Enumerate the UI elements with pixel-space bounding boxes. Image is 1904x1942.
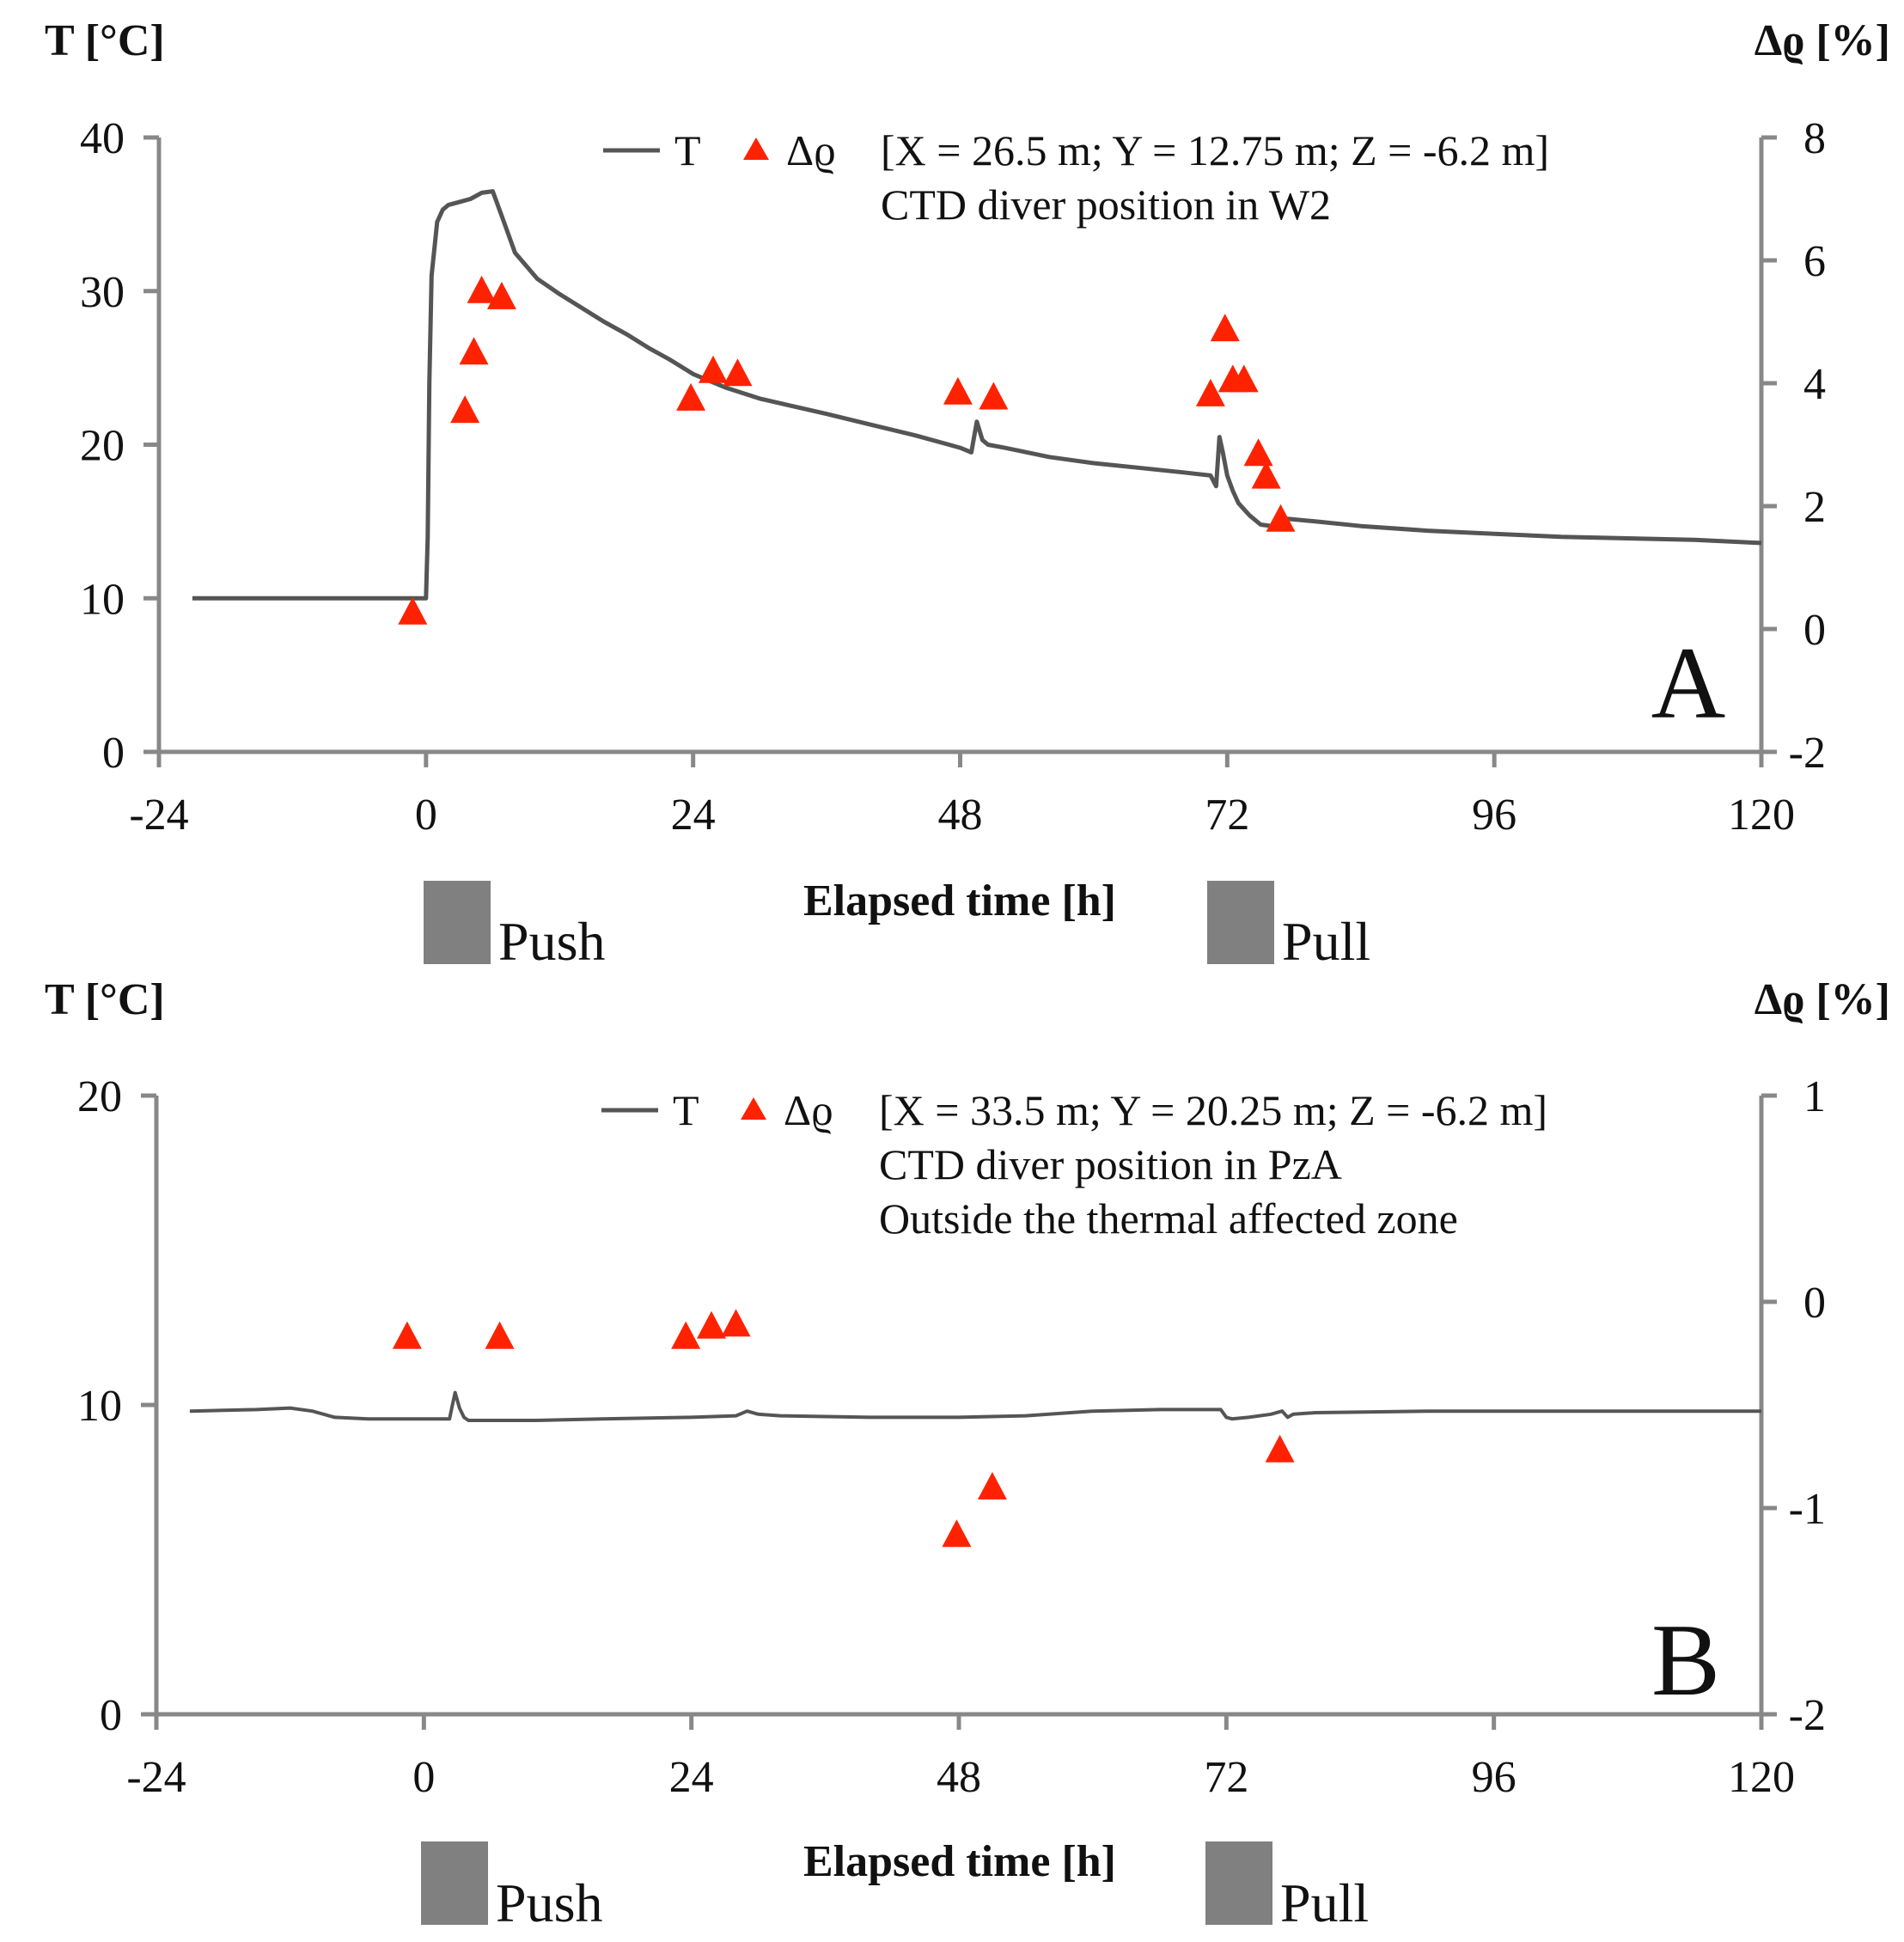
panel-a-legend-density-label: Δϱ (786, 126, 836, 174)
panel-b-temperature-line (189, 1390, 1761, 1422)
panel-b-left-tick-label: 20 (77, 1072, 122, 1121)
panel-b-push-box (421, 1841, 488, 1925)
panel-b-x-ticks: -24 0 24 48 72 96 120 (126, 1714, 1795, 1802)
panel-b-right-tick-label: 0 (1803, 1279, 1826, 1328)
panel-a-left-tick-label: 0 (102, 729, 125, 778)
panel-b-density-marker (392, 1321, 422, 1349)
panel-a-pull-box (1207, 881, 1274, 964)
panel-b-density-marker (942, 1519, 972, 1548)
panel-a-x-ticks: -24 0 24 48 72 96 120 (129, 752, 1795, 840)
panel-a-density-marker (450, 395, 480, 424)
panel-b-right-tick-label: -2 (1789, 1691, 1826, 1740)
panel-a-right-tick-label: 4 (1803, 360, 1826, 409)
panel-a-density-marker (723, 358, 753, 387)
panel-a-pull-label: Pull (1282, 911, 1370, 972)
panel-b-density-marker (1265, 1434, 1295, 1463)
panel-b-density-marker (485, 1321, 515, 1349)
panel-b-density-marker (977, 1472, 1007, 1499)
panel-b-x-tick-label: 120 (1728, 1753, 1795, 1802)
panel-a-legend-t-label: T (674, 126, 701, 174)
panel-b-left-ticks: 0 10 20 (77, 1072, 156, 1740)
panel-b-legend-position-line-3: Outside the thermal affected zone (879, 1194, 1458, 1243)
panel-a-right-tick-label: 2 (1803, 483, 1826, 532)
panel-a-x-tick-label: 96 (1472, 791, 1516, 840)
panel-b-legend-triangle-icon (741, 1097, 766, 1120)
panel-b-pull-box (1205, 1841, 1272, 1925)
panel-a-x-axis-title: Elapsed time [h] (803, 876, 1116, 925)
panel-a-density-marker (1251, 461, 1281, 489)
panel-b-letter: B (1651, 1603, 1720, 1717)
panel-a-right-axis-title: Δϱ [%] (1754, 16, 1890, 65)
panel-a-density-marker (486, 281, 516, 309)
panel-a-push-label: Push (498, 911, 606, 972)
panel-a-density-markers (398, 275, 1296, 625)
panel-a-density-marker (676, 382, 706, 411)
panel-a-x-tick-label: 72 (1205, 791, 1249, 840)
panel-a-left-tick-label: 30 (80, 268, 125, 317)
panel-a-push-box (424, 881, 491, 964)
panel-b-right-tick-label: 1 (1803, 1072, 1826, 1121)
panel-a-legend-position-line-2: CTD diver position in W2 (881, 180, 1331, 229)
panel-a-left-tick-label: 40 (80, 114, 125, 163)
panel-a-x-tick-label: 0 (415, 791, 437, 840)
panel-a-x-tick-label: -24 (129, 791, 188, 840)
panel-a-density-marker (698, 355, 728, 383)
panel-a-x-tick-label: 48 (938, 791, 983, 840)
panel-b-x-tick-label: -24 (126, 1753, 186, 1802)
panel-b-right-axis-title: Δϱ [%] (1754, 975, 1890, 1024)
panel-a-temperature-line (192, 189, 1762, 601)
panel-b-x-tick-label: 0 (412, 1753, 435, 1802)
panel-b-legend-position-line-1: [X = 33.5 m; Y = 20.25 m; Z = -6.2 m] (879, 1086, 1547, 1134)
panel-a-x-tick-label: 120 (1728, 791, 1795, 840)
panel-b-x-tick-label: 48 (937, 1753, 981, 1802)
panel-a-density-marker (943, 376, 973, 405)
panel-b-density-marker (697, 1310, 727, 1339)
panel-b-pull-label: Pull (1280, 1872, 1369, 1933)
panel-a-density-marker (1243, 438, 1273, 467)
panel-a-right-tick-label: 8 (1803, 114, 1826, 163)
panel-a-density-marker (398, 596, 428, 625)
panel-a-right-tick-label: -2 (1789, 729, 1826, 778)
panel-a-right-tick-label: 0 (1803, 606, 1826, 655)
panel-a-left-tick-label: 10 (80, 575, 125, 624)
panel-b-x-tick-label: 96 (1472, 1753, 1516, 1802)
panel-b-density-marker (721, 1309, 751, 1337)
panel-b-right-tick-label: -1 (1789, 1485, 1826, 1534)
panel-b-left-tick-label: 10 (77, 1382, 122, 1431)
panel-a: T [°C] Δϱ [%] -24 0 24 48 72 96 120 010203040 … (45, 16, 1890, 972)
panel-a-letter: A (1651, 626, 1726, 740)
panel-a-legend-triangle-icon (743, 137, 769, 160)
panel-b-density-marker (671, 1321, 701, 1349)
panel-a-density-marker (979, 382, 1009, 410)
panel-b-density-markers (392, 1309, 1295, 1548)
panel-a-legend-position-line-1: [X = 26.5 m; Y = 12.75 m; Z = -6.2 m] (881, 126, 1549, 174)
panel-a-density-marker (1266, 504, 1296, 532)
panel-a-right-ticks: -2 0 2 4 6 8 (1761, 114, 1826, 778)
panel-b-x-axis-title: Elapsed time [h] (803, 1837, 1116, 1886)
panel-b-right-ticks: -2 -1 0 1 (1761, 1072, 1826, 1740)
panel-b-left-tick-label: 0 (100, 1691, 122, 1740)
panel-a-density-marker (1229, 364, 1259, 393)
panel-b-legend-t-label: T (673, 1086, 699, 1134)
panel-b-push-label: Push (496, 1872, 603, 1933)
panel-b-legend-density-label: Δϱ (784, 1086, 833, 1134)
panel-a-left-tick-label: 20 (80, 422, 125, 471)
panel-b-left-axis-title: T [°C] (45, 975, 165, 1024)
panel-a-density-marker (459, 337, 489, 365)
panel-a-x-tick-label: 24 (671, 791, 716, 840)
panel-b-legend-position-line-2: CTD diver position in PzA (879, 1140, 1342, 1188)
panel-a-density-marker (1210, 314, 1240, 342)
panel-a-left-axis-title: T [°C] (45, 16, 165, 65)
panel-a-left-ticks: 0 10 20 30 40 (80, 114, 159, 778)
panel-a-density-marker (1195, 378, 1225, 406)
panel-a-density-marker (467, 275, 497, 303)
panel-b-x-tick-label: 24 (669, 1753, 714, 1802)
panel-b-x-tick-label: 72 (1204, 1753, 1248, 1802)
panel-a-right-tick-label: 6 (1803, 237, 1826, 286)
